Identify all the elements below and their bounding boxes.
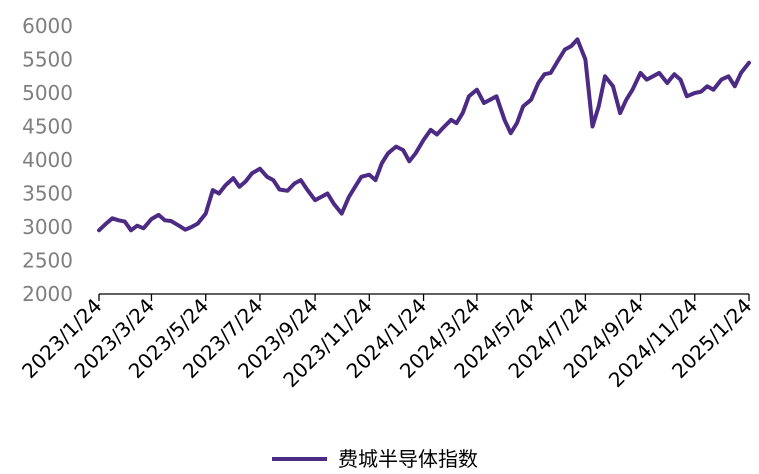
y-tick-label: 4500 (22, 115, 73, 139)
y-tick-label: 4000 (22, 148, 73, 172)
y-tick-label: 5500 (22, 48, 73, 72)
series-line (97, 37, 751, 233)
y-tick-label: 6000 (22, 14, 73, 38)
y-tick-label: 3000 (22, 215, 73, 239)
legend-label: 费城半导体指数 (338, 447, 478, 471)
y-tick-label: 2500 (22, 249, 73, 273)
y-tick-label: 2000 (22, 282, 73, 306)
y-tick-label: 5000 (22, 81, 73, 105)
y-tick-label: 3500 (22, 182, 73, 206)
